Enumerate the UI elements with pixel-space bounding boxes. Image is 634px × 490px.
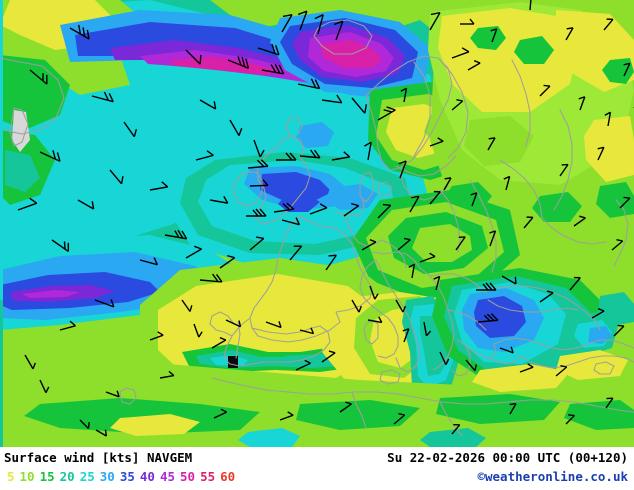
wind-speed-colorbar: 5 10 15 20 25 30 35 40 45 50 55 60 [4,468,240,486]
legend-tick-35: 35 [119,469,135,484]
wind-barbs-layer [17,0,634,437]
wind-map-canvas[interactable] [0,0,634,447]
legend-tick-10: 10 [19,469,35,484]
legend-tick-30: 30 [99,469,115,484]
legend-tick-55: 55 [200,469,216,484]
wind-field-svg [0,0,634,447]
legend-tick-40: 40 [139,469,155,484]
legend-tick-5: 5 [7,469,15,484]
copyright-link[interactable]: ©weatheronline.co.uk [477,469,628,484]
legend-tick-20: 20 [59,469,75,484]
chart-footer: Surface wind [kts] NAVGEM Su 22-02-2026 … [0,447,634,490]
legend-tick-50: 50 [180,469,196,484]
valid-time-label: Su 22-02-2026 00:00 UTC (00+120) [387,450,628,465]
legend-tick-45: 45 [159,469,176,484]
legend-tick-25: 25 [79,469,95,484]
wind-speed-shading [0,0,634,447]
legend-tick-60: 60 [220,469,236,484]
chart-title: Surface wind [kts] NAVGEM [4,450,193,465]
legend-tick-15: 15 [39,469,55,484]
